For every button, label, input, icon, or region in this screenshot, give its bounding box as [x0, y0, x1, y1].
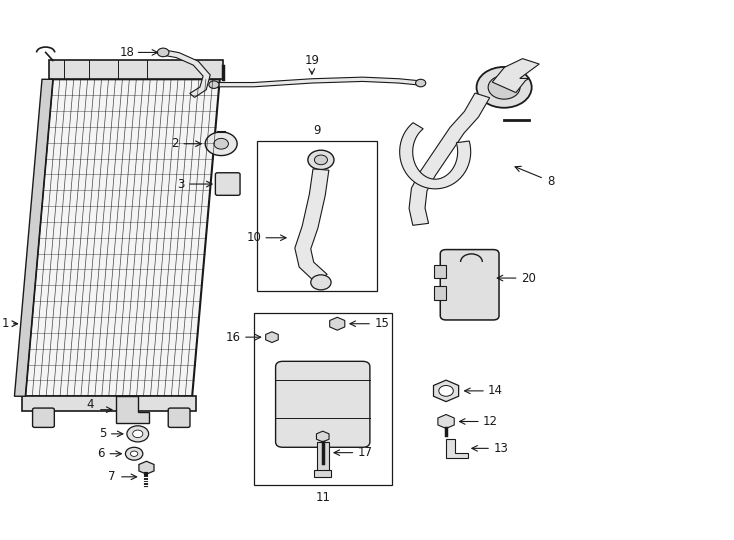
Polygon shape [25, 79, 219, 396]
Bar [254, 313, 392, 485]
Text: 15: 15 [375, 317, 390, 330]
Text: 5: 5 [99, 427, 106, 440]
Circle shape [415, 79, 426, 87]
Polygon shape [214, 77, 421, 87]
Circle shape [476, 67, 531, 108]
Text: 2: 2 [172, 137, 179, 150]
FancyBboxPatch shape [32, 408, 54, 427]
FancyBboxPatch shape [168, 408, 190, 427]
Text: 9: 9 [313, 124, 321, 137]
Bar [317, 442, 329, 474]
Polygon shape [162, 50, 210, 97]
Polygon shape [409, 93, 490, 225]
Bar [314, 470, 332, 477]
Polygon shape [49, 60, 223, 79]
Polygon shape [400, 123, 470, 189]
Circle shape [314, 155, 327, 165]
Text: 12: 12 [483, 415, 498, 428]
Circle shape [206, 132, 237, 156]
Text: 7: 7 [109, 470, 116, 483]
Circle shape [308, 150, 334, 170]
Circle shape [209, 81, 219, 89]
Circle shape [157, 48, 169, 57]
Text: 18: 18 [119, 46, 134, 59]
Circle shape [310, 275, 331, 290]
Text: 8: 8 [548, 175, 555, 188]
Polygon shape [295, 169, 329, 282]
FancyBboxPatch shape [275, 361, 370, 447]
Text: 14: 14 [488, 384, 503, 397]
Polygon shape [22, 396, 196, 411]
Circle shape [127, 426, 149, 442]
Circle shape [439, 386, 454, 396]
Circle shape [133, 430, 143, 437]
Text: 4: 4 [87, 398, 94, 411]
Text: 17: 17 [357, 446, 373, 459]
Text: 16: 16 [226, 330, 241, 343]
Circle shape [126, 447, 143, 460]
Circle shape [131, 451, 138, 456]
Circle shape [214, 138, 228, 149]
Text: 10: 10 [246, 231, 261, 244]
Polygon shape [15, 79, 53, 396]
FancyBboxPatch shape [215, 173, 240, 195]
Text: 1: 1 [2, 317, 10, 330]
Bar [434, 265, 446, 278]
Bar [258, 141, 377, 292]
Polygon shape [116, 396, 149, 423]
Text: 3: 3 [178, 178, 185, 191]
Text: 20: 20 [521, 272, 536, 285]
FancyBboxPatch shape [440, 249, 499, 320]
Text: 11: 11 [315, 491, 330, 504]
Text: 13: 13 [493, 442, 508, 455]
Text: 6: 6 [98, 447, 105, 460]
Circle shape [488, 76, 520, 99]
Bar [434, 286, 446, 300]
Text: 19: 19 [305, 54, 319, 67]
Polygon shape [493, 59, 539, 92]
Polygon shape [446, 438, 468, 458]
